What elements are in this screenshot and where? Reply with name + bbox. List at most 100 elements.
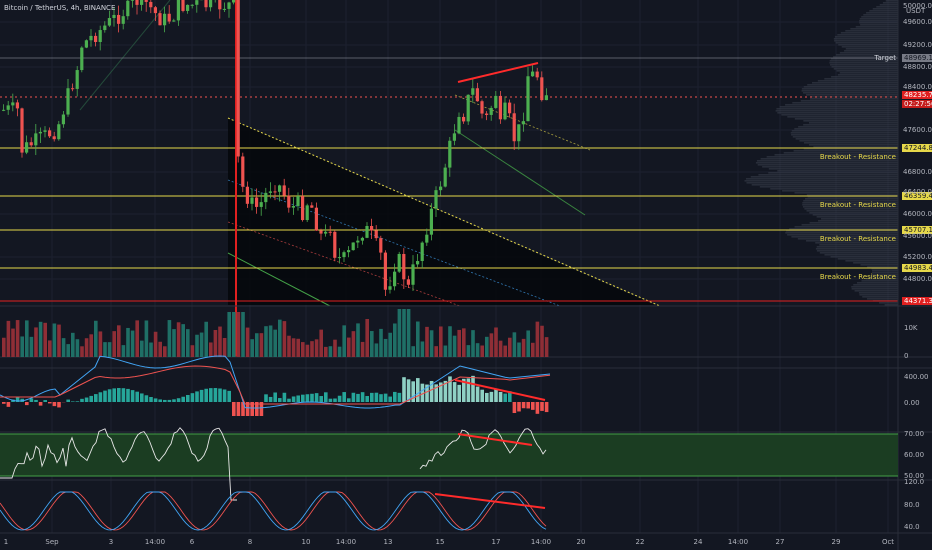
candle-body [163,13,167,26]
macd-hist-bar [71,401,75,402]
candle-body [544,95,548,101]
volume-profile-bar [792,102,898,104]
volume-bar [282,321,287,357]
volume-profile-bar [808,144,898,146]
candle-body [494,95,498,108]
macd-hist-bar [310,393,314,402]
volume-bar [236,312,241,357]
volume-bar [544,337,549,357]
volume-profile-bar [777,112,898,114]
volume-bar [2,337,6,357]
macd-hist-bar [287,398,291,402]
macd-line [0,355,551,409]
volume-profile-bar [806,240,898,242]
candle-body [255,197,259,207]
volume-bar [374,343,379,357]
volume-bar [305,344,310,357]
macd-hist-bar [314,393,319,402]
volume-bar [149,342,153,357]
volume-profile-bar [837,34,898,36]
candle-body [439,186,443,191]
macd-hist-bar [130,390,135,402]
time-axis-tick: 29 [831,538,841,546]
volume-axis-tick: 0 [904,352,909,360]
volume-bar [199,332,204,357]
macd-hist-bar [420,383,425,402]
price-axis-tick: 46000.00 [903,210,932,218]
price-axis-tick: 44800.00 [903,275,932,283]
macd-hist-bar [397,392,402,402]
volume-bar [213,329,218,357]
volume-profile-bar [759,186,898,188]
volume-bar [80,346,84,357]
volume-bar [117,325,121,357]
volume-bar [388,332,392,357]
candle-body [126,0,130,17]
candle-body [388,286,392,290]
volume-profile-bar [785,104,898,106]
volume-profile-bar [786,230,898,232]
volume-bar [163,346,167,357]
stoch-axis-tick: 80.0 [904,501,920,509]
macd-hist-bar [282,392,287,402]
price-axis-tick: 49200.00 [903,41,932,49]
macd-hist-bar [153,398,158,402]
time-axis-tick: 17 [491,538,501,546]
volume-profile-bar [785,232,898,234]
volume-bar [84,338,89,357]
price-axis-tick: 47600.00 [903,126,932,134]
volume-bar [20,336,24,357]
candle-body [324,231,328,234]
time-axis-tick: 10 [301,538,311,546]
volume-profile-bar [792,136,898,138]
candle-body [512,113,516,142]
channel-upper-line [227,117,661,307]
volume-bar [540,325,544,357]
level-price-tag: 47244.87 [902,144,932,152]
candle-body [485,113,489,115]
candle-body [310,205,314,208]
volume-profile-bar [807,84,898,86]
volume-bar [471,330,475,357]
volume-bar [34,327,38,357]
volume-profile-bar [858,292,898,294]
macd-hist-bar [172,399,176,402]
volume-bar [324,346,328,357]
candle-body [360,237,364,241]
volume-profile-bar [829,60,898,62]
candle-body [517,124,521,142]
volume-profile-bar [751,184,898,186]
volume-bar [429,330,434,357]
macd-hist-bar [347,398,351,402]
time-axis-tick: 3 [108,538,114,546]
candle-body [443,167,447,187]
volume-profile-bar [833,68,898,70]
volume-profile-bar [839,72,898,74]
candle-body [508,102,512,114]
macd-hist-bar [374,392,379,402]
candle-body [153,7,157,14]
volume-profile-bar [791,134,898,136]
candle-body [103,25,107,31]
candle-body [61,114,65,125]
candle-body [149,1,153,8]
volume-profile-bar [750,176,898,178]
macd-hist-bar [199,389,204,402]
volume-profile-bar [809,222,898,224]
stoch-divergence-line [434,493,546,509]
candle-body [287,195,291,208]
candle-body [448,140,452,168]
candle-body [52,136,56,140]
time-axis-tick: 13 [383,538,393,546]
candle-body [333,231,337,258]
macd-hist-bar [135,391,139,402]
volume-bar [89,334,93,357]
volume-profile-bar [844,50,898,52]
volume-bar [75,339,80,357]
volume-profile-bar [836,54,898,56]
volume-bar [250,339,254,357]
macd-hist-bar [204,388,208,402]
candle-body [314,207,318,231]
